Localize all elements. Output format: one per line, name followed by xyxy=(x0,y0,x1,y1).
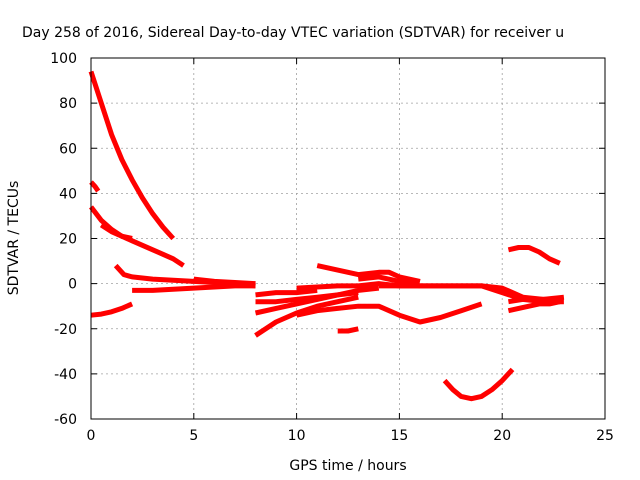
y-tick-label: 80 xyxy=(59,96,77,112)
y-tick-label: 60 xyxy=(59,141,77,157)
x-tick-label: 20 xyxy=(493,428,511,444)
x-tick-label: 25 xyxy=(596,428,614,444)
y-tick-label: 0 xyxy=(68,277,77,293)
series-line-19 xyxy=(442,367,515,402)
chart-title: Day 258 of 2016, Sidereal Day-to-day VTE… xyxy=(22,25,564,41)
series-line-12 xyxy=(255,290,359,305)
series-line-4 xyxy=(99,222,133,241)
series-line-2 xyxy=(89,180,101,193)
x-tick-label: 5 xyxy=(189,428,198,444)
series-line-5 xyxy=(90,301,134,318)
series-line-14 xyxy=(296,301,483,325)
x-axis-label: GPS time / hours xyxy=(289,458,406,474)
y-tick-label: -60 xyxy=(54,412,77,428)
y-tick-label: 20 xyxy=(59,232,77,248)
series-line-3 xyxy=(89,205,185,268)
series-line-7 xyxy=(132,283,256,293)
x-tick-label: 15 xyxy=(390,428,408,444)
axis-ticks: 0 5 10 15 20 25 -60 -40 -20 0 20 40 60 80 100 xyxy=(50,51,614,444)
y-axis-label: SDTVAR / TECUs xyxy=(6,181,22,296)
series-line-21 xyxy=(507,299,561,314)
series-line-22 xyxy=(508,296,560,305)
series-line-1 xyxy=(88,70,176,241)
y-tick-label: 100 xyxy=(50,51,77,67)
data-series xyxy=(88,70,565,402)
series-line-15 xyxy=(316,263,421,284)
series-line-16 xyxy=(337,326,359,334)
y-tick-label: -20 xyxy=(54,322,77,338)
grid-lines xyxy=(91,58,605,419)
y-tick-label: -40 xyxy=(54,367,77,383)
x-tick-label: 10 xyxy=(288,428,306,444)
series-line-9 xyxy=(254,294,359,338)
y-tick-label: 40 xyxy=(59,186,77,202)
series-line-20 xyxy=(507,245,561,266)
x-tick-label: 0 xyxy=(87,428,96,444)
series-line-11 xyxy=(255,287,318,298)
series-line-8 xyxy=(193,276,256,287)
